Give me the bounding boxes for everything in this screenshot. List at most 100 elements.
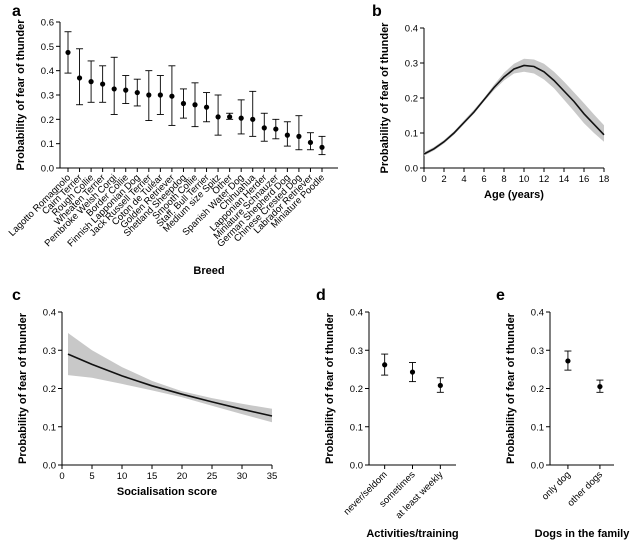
data-point	[261, 125, 267, 131]
y-tick-label: 0.4	[43, 308, 56, 319]
panel-a: a 0.0 0.1 0.2 0.3 0.4 0.5 0.6 Probability of fea…	[7, 3, 338, 277]
y-tick-label: 0.2	[43, 384, 56, 395]
y-tick-label: 0.3	[43, 346, 56, 357]
panel-letter-b: b	[372, 3, 382, 20]
data-point	[284, 132, 290, 138]
x-tick-label: 25	[207, 471, 218, 482]
y-tick-label: 0.0	[43, 461, 56, 472]
y-axis-title: Probability of fear of thunder	[15, 19, 27, 171]
panel-letter-e: e	[496, 287, 505, 304]
panel-letter-c: c	[12, 287, 21, 304]
x-tick-label: 10	[519, 174, 530, 185]
data-point	[180, 100, 187, 107]
data-point	[146, 92, 152, 98]
y-tick-label: 0.3	[350, 346, 363, 357]
x-tick-label: 18	[599, 174, 610, 185]
y-tick-label: 0.0	[350, 461, 363, 472]
x-tick-label: 4	[461, 174, 466, 185]
data-point	[203, 104, 210, 110]
x-tick-label: 2	[441, 174, 446, 185]
confidence-band	[68, 333, 272, 423]
x-tick-label: 16	[579, 174, 590, 185]
x-tick-label: 0	[59, 471, 64, 482]
x-tick-label: 6	[481, 174, 486, 185]
x-axis-title: Activities/training	[366, 528, 458, 540]
data-point	[123, 87, 129, 93]
panel-e: e 0.0 0.1 0.2 0.3 0.4 Probability of fear of t…	[496, 287, 630, 540]
panel-d: d 0.0 0.1 0.2 0.3 0.4 Probability of fear of t…	[316, 287, 459, 540]
x-category-label: other dogs	[566, 469, 606, 509]
x-tick-label: 30	[237, 471, 248, 482]
y-tick-label: 0.3	[531, 346, 544, 357]
y-tick-label: 0.1	[405, 129, 418, 140]
y-tick-label: 0.4	[41, 66, 54, 77]
y-axis-title: Probability of fear of thunder	[505, 312, 517, 464]
data-point	[111, 86, 117, 92]
confidence-band	[424, 58, 604, 156]
y-tick-label: 0.2	[350, 384, 363, 395]
data-point	[65, 49, 71, 56]
panel-b: b 0.0 0.1 0.2 0.3 0.4 Probability of fear of t…	[372, 3, 609, 201]
y-tick-label: 0.4	[405, 24, 418, 35]
data-point	[565, 358, 571, 364]
series-line	[67, 353, 273, 417]
data-point	[238, 115, 244, 121]
data-point	[134, 89, 140, 96]
x-tick-label: 12	[539, 174, 550, 185]
data-point	[437, 382, 443, 389]
data-point	[88, 79, 94, 85]
y-tick-label: 0.1	[43, 422, 56, 433]
y-tick-label: 0.2	[531, 384, 544, 395]
x-axis-title: Dogs in the family	[535, 528, 631, 540]
y-tick-label: 0.2	[405, 94, 418, 105]
y-axis-title: Probability of fear of thunder	[17, 312, 29, 464]
data-point	[382, 362, 388, 368]
y-tick-label: 0.1	[531, 422, 544, 433]
y-tick-label: 0.3	[41, 91, 54, 102]
x-tick-label: 35	[267, 471, 278, 482]
x-tick-label: 8	[501, 174, 506, 185]
y-axis-title: Probability of fear of thunder	[324, 312, 336, 464]
x-tick-label: 15	[147, 471, 158, 482]
x-axis-title: Socialisation score	[117, 486, 217, 498]
panel-c: c 0.0 0.1 0.2 0.3 0.4 Probability of fear of t…	[12, 287, 277, 498]
y-tick-label: 0.0	[41, 164, 54, 175]
y-tick-label: 0.4	[350, 308, 363, 319]
x-axis-title: Breed	[193, 265, 224, 277]
y-tick-label: 0.6	[41, 18, 54, 29]
data-point	[100, 81, 106, 87]
data-point	[409, 369, 416, 375]
y-tick-label: 0.3	[405, 59, 418, 70]
data-point	[319, 144, 325, 150]
data-point	[250, 116, 256, 122]
y-tick-label: 0.1	[41, 139, 54, 150]
data-point	[76, 75, 83, 81]
y-axis-title: Probability of fear of thunder	[379, 22, 391, 174]
data-point	[597, 383, 603, 390]
data-point	[215, 114, 221, 120]
x-tick-label: 5	[89, 471, 94, 482]
x-axis-title: Age (years)	[484, 189, 544, 201]
data-point	[273, 126, 279, 132]
x-tick-label: 20	[177, 471, 188, 482]
x-tick-label: 14	[559, 174, 570, 185]
data-point	[307, 139, 314, 146]
x-tick-label: 0	[421, 174, 426, 185]
series-line	[423, 64, 605, 155]
y-tick-label: 0.0	[531, 461, 544, 472]
x-category-label: never/seldom	[342, 469, 390, 517]
y-tick-label: 0.2	[41, 115, 54, 126]
data-point	[157, 92, 163, 98]
y-tick-label: 0.0	[405, 164, 418, 175]
data-point	[227, 114, 233, 120]
x-tick-label: 10	[117, 471, 128, 482]
data-point	[169, 93, 175, 99]
y-tick-label: 0.1	[350, 422, 363, 433]
data-point	[192, 102, 198, 108]
data-point	[296, 133, 302, 139]
panel-letter-a: a	[12, 3, 21, 20]
panel-letter-d: d	[316, 287, 326, 304]
y-tick-label: 0.5	[41, 42, 54, 53]
y-tick-label: 0.4	[531, 308, 544, 319]
